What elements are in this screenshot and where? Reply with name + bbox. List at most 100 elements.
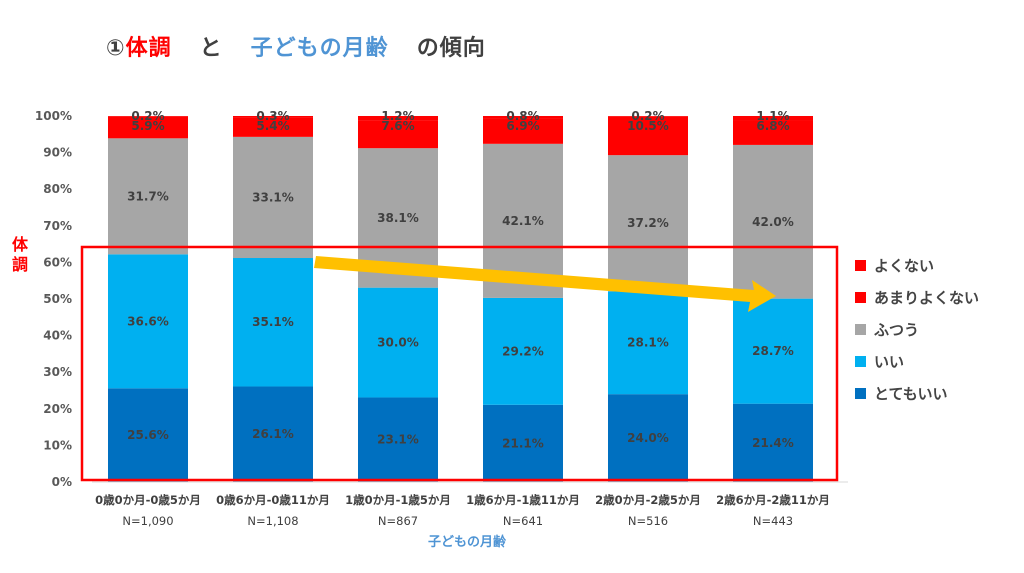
bar-segment — [733, 144, 813, 299]
data-label: 10.5% — [627, 119, 669, 133]
bar-segment — [483, 297, 563, 405]
bar-segment — [108, 254, 188, 389]
data-label: 24.0% — [627, 431, 669, 445]
legend-label: よくない — [874, 256, 935, 275]
legend-label: ふつう — [874, 320, 920, 339]
y-axis-title-char: 体 — [12, 235, 29, 254]
legend-item: よくない — [855, 249, 979, 281]
bar-segment — [108, 388, 188, 482]
y-tick-label: 70% — [43, 219, 72, 233]
bar-segment — [358, 120, 438, 149]
bar-segment — [358, 287, 438, 398]
bar-segment — [233, 386, 313, 482]
data-label: 33.1% — [252, 190, 294, 204]
y-tick-label: 100% — [35, 109, 72, 123]
bar-segment — [108, 138, 188, 255]
bar-segment — [483, 404, 563, 482]
bar-segment — [733, 403, 813, 482]
data-label: 0.3% — [256, 109, 289, 123]
x-axis-title: 子どもの月齢 — [428, 534, 507, 550]
x-tick-label: 1歳0か月-1歳5か月 — [345, 493, 451, 507]
data-label: 23.1% — [377, 433, 419, 447]
legend-item: とてもいい — [855, 377, 979, 409]
bar-segment — [608, 116, 688, 117]
y-tick-label: 40% — [43, 329, 72, 343]
n-label: N=641 — [503, 514, 543, 528]
data-label: 6.8% — [756, 119, 789, 133]
legend-swatch — [855, 355, 866, 367]
title-part-and: と — [199, 36, 223, 61]
trend-arrow — [314, 256, 776, 312]
legend-item: いい — [855, 345, 979, 377]
bar-segment — [733, 298, 813, 404]
data-label: 42.1% — [502, 214, 544, 228]
data-label: 26.1% — [252, 427, 294, 441]
n-label: N=516 — [628, 514, 668, 528]
legend-item: あまりよくない — [855, 281, 979, 313]
data-label: 6.9% — [506, 119, 539, 133]
data-label: 36.6% — [127, 314, 169, 328]
x-tick-label: 1歳6か月-1歳11か月 — [466, 493, 580, 507]
y-tick-label: 80% — [43, 182, 72, 196]
chart-legend: よくないあまりよくない ふつういいとてもいい — [855, 249, 979, 409]
data-label: 30.0% — [377, 336, 419, 350]
legend-swatch — [855, 259, 866, 271]
bar-segment — [483, 118, 563, 144]
data-label: 38.1% — [377, 211, 419, 225]
bar-segment — [733, 116, 813, 121]
y-tick-label: 30% — [43, 365, 72, 379]
legend-swatch — [855, 387, 866, 399]
y-tick-label: 10% — [43, 438, 72, 452]
data-label: 29.2% — [502, 344, 544, 358]
bar-segment — [483, 116, 563, 119]
legend-label: とてもいい — [874, 384, 948, 403]
bar-segment — [108, 116, 188, 139]
data-label: 35.1% — [252, 315, 294, 329]
data-label: 5.9% — [131, 119, 164, 133]
y-axis-title-char: 調 — [12, 255, 28, 274]
legend-swatch — [855, 291, 866, 303]
n-label: N=1,090 — [122, 514, 173, 528]
data-label: 0.8% — [506, 109, 539, 123]
bar-segment — [608, 394, 688, 482]
bar-segment — [108, 116, 188, 117]
legend-swatch — [855, 323, 866, 335]
bar-segment — [733, 120, 813, 145]
chart-title: ①体調 と 子どもの月齢 の傾向 — [106, 30, 486, 62]
bar-segment — [233, 117, 313, 137]
data-label: 5.4% — [256, 119, 289, 133]
title-part-health: 体調 — [125, 36, 172, 61]
x-tick-label: 0歳6か月-0歳11か月 — [216, 493, 330, 507]
y-tick-label: 20% — [43, 402, 72, 416]
data-label: 42.0% — [752, 215, 794, 229]
bar-segment — [358, 397, 438, 482]
bar-segment — [233, 116, 313, 118]
data-label: 28.1% — [627, 336, 669, 350]
bar-segment — [608, 155, 688, 292]
data-label: 37.2% — [627, 216, 669, 230]
data-label: 1.2% — [381, 109, 414, 123]
data-label: 25.6% — [127, 428, 169, 442]
data-label: 7.6% — [381, 119, 414, 133]
highlight-box — [80, 245, 839, 482]
bar-segment — [608, 116, 688, 156]
title-part-age: 子どもの月齢 — [250, 36, 389, 61]
y-tick-label: 50% — [43, 292, 72, 306]
data-label: 28.7% — [752, 344, 794, 358]
data-label: 1.1% — [756, 109, 789, 123]
title-part-trend: の傾向 — [416, 36, 486, 61]
bar-segment — [608, 291, 688, 395]
bar-segment — [233, 136, 313, 259]
bar-segment — [233, 258, 313, 387]
legend-label: あまりよくない — [874, 288, 980, 307]
n-label: N=1,108 — [247, 514, 298, 528]
data-label: 0.2% — [131, 109, 164, 123]
x-tick-label: 2歳0か月-2歳5か月 — [595, 493, 701, 507]
n-label: N=867 — [378, 514, 418, 528]
x-tick-label: 2歳6か月-2歳11か月 — [716, 493, 830, 507]
y-tick-label: 60% — [43, 255, 72, 269]
y-tick-label: 0% — [52, 475, 72, 489]
y-tick-label: 90% — [43, 146, 72, 160]
x-tick-label: 0歳0か月-0歳5か月 — [95, 493, 201, 507]
